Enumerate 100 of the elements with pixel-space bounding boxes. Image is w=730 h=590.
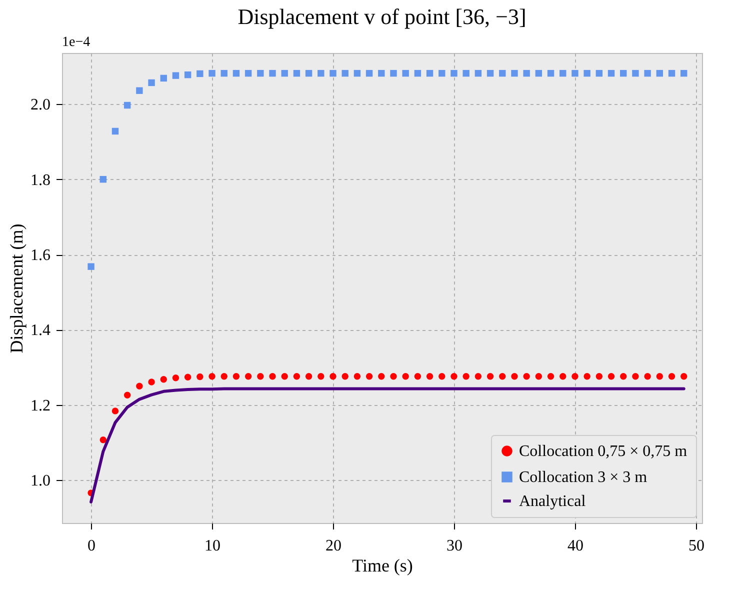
point [414, 373, 422, 380]
point [644, 70, 651, 77]
y-tick-label: 1.2 [30, 397, 50, 414]
point [584, 373, 590, 380]
point [462, 70, 470, 77]
point [680, 70, 688, 77]
x-tick-label: 30 [446, 538, 462, 554]
point [257, 373, 264, 380]
point [608, 70, 615, 77]
point [244, 70, 252, 77]
point [330, 70, 336, 77]
point [680, 373, 688, 380]
point [584, 70, 590, 77]
legend-label: Collocation 3 × 3 m [519, 469, 648, 486]
point [462, 373, 470, 380]
point [293, 373, 300, 380]
point [100, 436, 106, 444]
point [474, 373, 482, 380]
point [668, 373, 676, 380]
point [124, 392, 131, 399]
point [318, 373, 324, 380]
point [112, 128, 119, 135]
point [172, 374, 180, 382]
point [378, 373, 385, 380]
point [608, 373, 615, 380]
legend-label: Collocation 0,75 × 0,75 m [519, 443, 688, 460]
point [438, 373, 446, 380]
point [378, 70, 385, 77]
point [535, 70, 542, 77]
point [366, 373, 373, 380]
point [220, 70, 228, 77]
point [196, 373, 204, 380]
point [136, 87, 143, 94]
x-tick-label: 20 [326, 538, 342, 554]
point [438, 70, 446, 77]
point [100, 176, 106, 183]
point [450, 373, 458, 380]
y-tick-label: 1.6 [30, 247, 50, 264]
y-tick-label: 1.8 [30, 172, 50, 189]
x-tick-label: 40 [567, 538, 584, 554]
point [269, 70, 276, 77]
point [148, 378, 155, 386]
point [220, 373, 228, 380]
point [560, 70, 566, 77]
point [486, 70, 494, 77]
x-tick-label: 50 [688, 538, 704, 554]
point [88, 263, 94, 270]
point [305, 70, 312, 77]
point [232, 373, 240, 380]
point [124, 102, 131, 109]
point [184, 71, 192, 78]
y-axis-title: Displacement (m) [6, 224, 26, 354]
point [535, 373, 542, 380]
point [547, 70, 554, 77]
point [318, 70, 324, 77]
point [620, 373, 627, 380]
x-tick-label: 0 [88, 538, 96, 554]
point [450, 70, 458, 77]
legend-label: Analytical [519, 493, 586, 510]
point [390, 70, 397, 77]
point [511, 70, 518, 77]
point [523, 70, 530, 77]
point [330, 373, 336, 380]
point [172, 72, 180, 79]
point [596, 70, 603, 77]
point [560, 373, 566, 380]
point [486, 373, 494, 380]
point [354, 70, 361, 77]
point [136, 382, 143, 390]
x-tick-label: 10 [204, 538, 221, 554]
point [474, 70, 482, 77]
point [184, 374, 192, 380]
point [547, 373, 554, 380]
point [342, 373, 348, 380]
point [305, 373, 312, 380]
chart-title: Displacement v of point [36, −3] [238, 4, 526, 29]
point [572, 373, 578, 380]
point [112, 408, 119, 414]
point [656, 373, 664, 380]
point [208, 373, 216, 380]
point [572, 70, 578, 77]
point [402, 70, 409, 77]
text: 1e−4 [62, 35, 90, 50]
point [632, 70, 639, 77]
point [426, 373, 434, 380]
point [426, 70, 434, 77]
point [160, 376, 167, 383]
point [342, 70, 348, 77]
point [414, 70, 422, 77]
point [232, 70, 240, 77]
point [620, 70, 627, 77]
point [160, 74, 167, 82]
point [354, 373, 361, 380]
y-tick-label: 2.0 [30, 96, 50, 114]
x-axis-title: Time (s) [352, 556, 413, 576]
point [281, 70, 288, 77]
y-tick-label: 1.0 [30, 472, 50, 490]
point [523, 373, 530, 380]
point [511, 373, 518, 380]
point [402, 373, 409, 380]
